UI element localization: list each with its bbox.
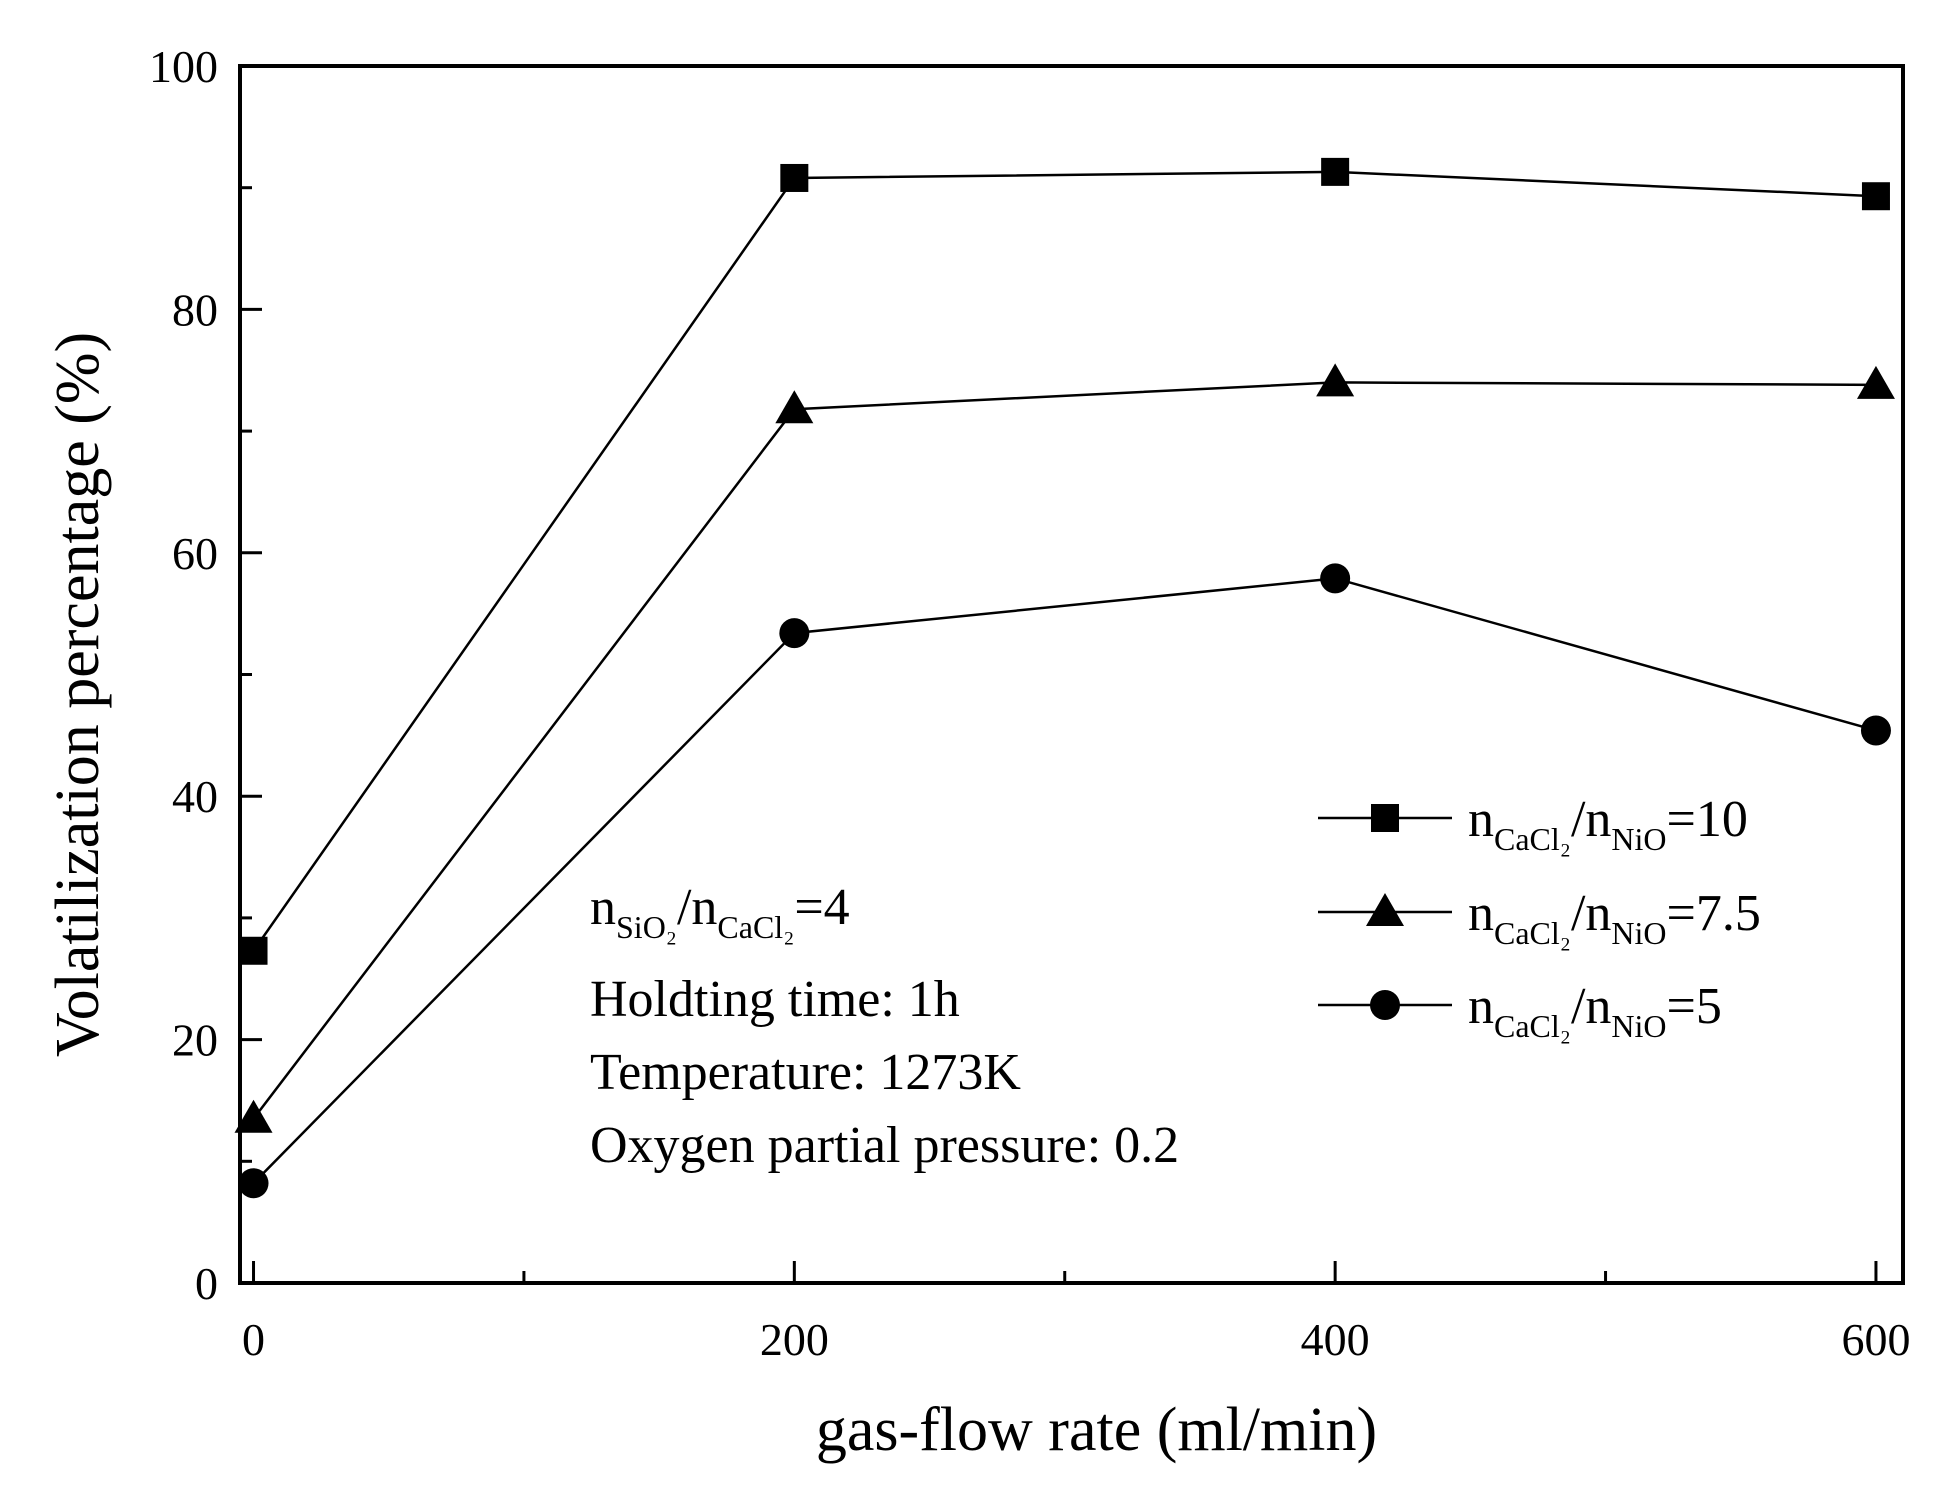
legend-b: n [1585, 978, 1611, 1035]
series-triangle [234, 363, 1895, 1133]
data-point [1321, 157, 1350, 186]
legend-b: n [1585, 791, 1611, 848]
ratio-a: n [590, 879, 616, 936]
series-line [252, 577, 1877, 1185]
y-tick-label: 0 [195, 1258, 218, 1309]
x-tick-label: 200 [760, 1314, 829, 1365]
legend-label: nCaCl₂/nNiO=5 [1468, 978, 1722, 1044]
legend-a-sub: CaCl₂ [1494, 1008, 1571, 1044]
ticks-layer: 0 200 400 600 0 20 40 60 80 100 [149, 41, 1910, 1365]
legend-label: nCaCl₂/nNiO=10 [1468, 791, 1748, 857]
series-line [252, 170, 1877, 952]
ratio-b: n [691, 879, 717, 936]
series-square [239, 157, 1890, 965]
legend-slash: / [1571, 885, 1586, 942]
data-point [239, 936, 268, 965]
data-point [779, 618, 810, 649]
y-axis-title: Volatilization percentage (%) [44, 332, 112, 1057]
plot-frame [238, 64, 1905, 1285]
legend-b: n [1585, 885, 1611, 942]
legend: nCaCl₂/nNiO=10nCaCl₂/nNiO=7.5nCaCl₂/nNiO… [1318, 791, 1761, 1044]
x-tick-label: 0 [242, 1314, 265, 1365]
y-tick-label: 80 [172, 284, 218, 335]
data-point [775, 390, 814, 424]
series-circle [238, 563, 1891, 1199]
ratio-slash: / [677, 879, 692, 936]
data-point [1320, 563, 1351, 594]
x-tick-label: 400 [1301, 1314, 1370, 1365]
y-tick-label: 20 [172, 1015, 218, 1066]
x-tick-label: 600 [1841, 1314, 1910, 1365]
data-point [780, 163, 809, 192]
legend-label: nCaCl₂/nNiO=7.5 [1468, 885, 1761, 951]
data-point [234, 1099, 273, 1133]
legend-a: n [1468, 791, 1494, 848]
legend-entry: nCaCl₂/nNiO=10 [1318, 791, 1748, 857]
holding-time-annotation: Holdting time: 1h [590, 971, 960, 1028]
legend-b-sub: NiO [1611, 1008, 1666, 1044]
x-axis-title: gas-flow rate (ml/min) [816, 1396, 1377, 1464]
data-point [1316, 363, 1355, 397]
series-line [252, 381, 1876, 1120]
temperature-annotation: Temperature: 1273K [590, 1044, 1021, 1101]
legend-marker [1370, 990, 1400, 1020]
data-point [1861, 182, 1890, 211]
data-point [1860, 715, 1891, 746]
legend-eq: =5 [1667, 978, 1722, 1035]
legend-marker [1371, 804, 1399, 832]
legend-entry: nCaCl₂/nNiO=5 [1318, 978, 1722, 1044]
legend-a-sub: CaCl₂ [1494, 821, 1571, 857]
legend-eq: =7.5 [1667, 885, 1761, 942]
legend-b-sub: NiO [1611, 915, 1666, 951]
legend-a: n [1468, 978, 1494, 1035]
ratio-a-sub: SiO₂ [616, 909, 677, 945]
y-tick-label: 40 [172, 771, 218, 822]
legend-a-sub: CaCl₂ [1494, 915, 1571, 951]
oxygen-pressure-annotation: Oxygen partial pressure: 0.2 [590, 1117, 1179, 1174]
data-point [238, 1168, 269, 1199]
data-point [1856, 365, 1895, 399]
legend-slash: / [1571, 978, 1586, 1035]
y-tick-label: 100 [149, 41, 218, 92]
ratio-eq: =4 [794, 879, 849, 936]
legend-a: n [1468, 885, 1494, 942]
ratio-b-sub: CaCl₂ [717, 909, 794, 945]
y-tick-label: 60 [172, 528, 218, 579]
legend-marker [1366, 893, 1404, 926]
series-layer [234, 157, 1895, 1199]
annotation-block: nSiO₂/nCaCl₂=4 Holdting time: 1h Tempera… [590, 879, 1179, 1174]
legend-b-sub: NiO [1611, 821, 1666, 857]
ratio-annotation: nSiO₂/nCaCl₂=4 [590, 879, 850, 945]
legend-entry: nCaCl₂/nNiO=7.5 [1318, 885, 1761, 951]
legend-slash: / [1571, 791, 1586, 848]
legend-eq: =10 [1667, 791, 1748, 848]
